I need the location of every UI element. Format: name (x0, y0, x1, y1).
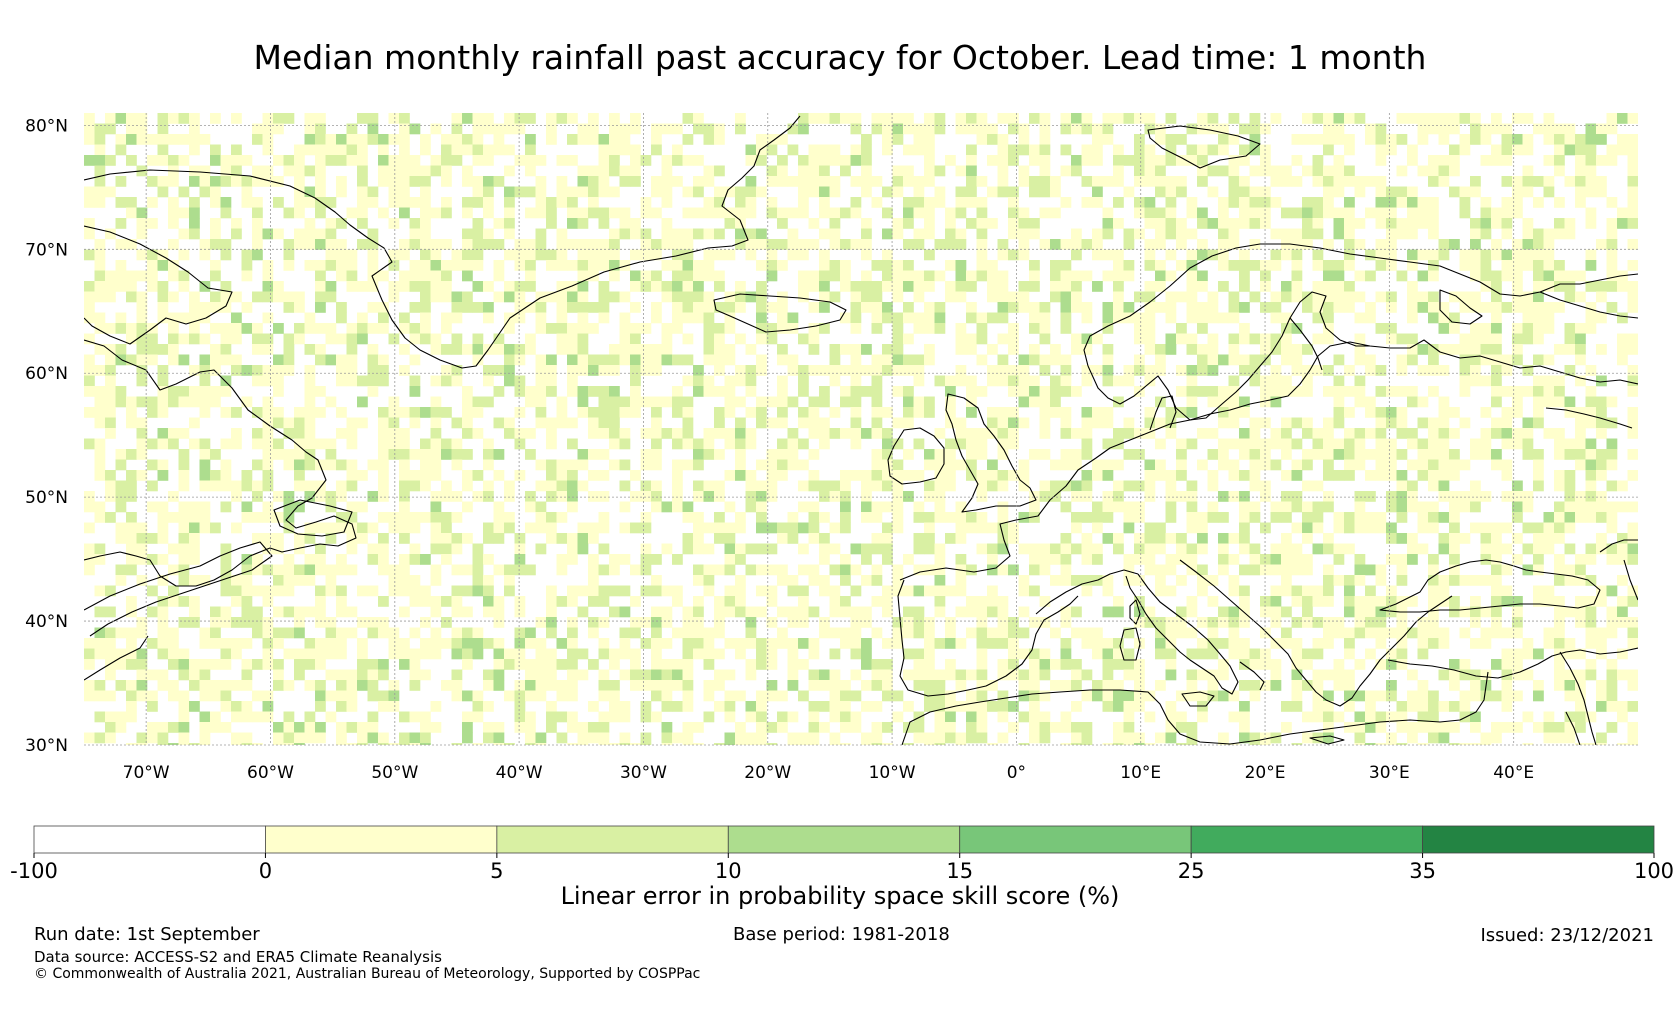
coastline-labrador (84, 339, 357, 587)
base-period: Base period: 1981-2018 (733, 924, 950, 945)
coastline-scandinavia-south (1087, 291, 1370, 421)
coastline-europe (899, 339, 1638, 581)
colorbar-bin (33, 825, 266, 854)
coastline-iceland (713, 293, 847, 333)
longitude-label: 30°E (1369, 763, 1410, 783)
colorbar-tick-label: 0 (259, 859, 272, 882)
longitude-label: 20°W (744, 763, 791, 783)
longitude-label: 30°W (620, 763, 667, 783)
coastline-caspian-west (1623, 559, 1638, 601)
copyright: © Commonwealth of Australia 2021, Austra… (34, 966, 701, 982)
colorbar-tick-label: 35 (1409, 859, 1436, 882)
latitude-label: 50°N (25, 488, 68, 508)
coastline-gulf-bothnia (1289, 317, 1323, 371)
coastline-newfoundland (273, 499, 353, 537)
coastline-caspian (1599, 539, 1638, 553)
longitude-labels: 70°W 60°W 50°W 40°W 30°W 20°W 10°W 0° 10°E 20°E 30… (123, 763, 1534, 783)
skill-score-grid (84, 113, 1638, 745)
coastline-scandinavia (1083, 243, 1638, 367)
coastline-black-sea (1379, 559, 1601, 613)
coastline-white-sea (1439, 289, 1483, 325)
colorbar-tick-label: 5 (490, 859, 503, 882)
coastline-north-africa (901, 671, 1489, 745)
latitude-labels: 80°N 70°N 60°N 50°N 40°N 30°N (25, 116, 68, 756)
coastline-corsica (1129, 599, 1141, 625)
coastline-baffin (84, 225, 233, 345)
run-date: Run date: 1st September (34, 924, 260, 945)
colorbar-bin (496, 825, 729, 854)
longitude-label: 0° (1007, 763, 1026, 783)
coastline-us-east (84, 635, 149, 681)
latitude-label: 70°N (25, 240, 68, 260)
colorbar-bins (33, 825, 1655, 854)
coastline-crete (1309, 735, 1345, 745)
colorbar-tick-labels: -100 0 5 10 15 25 35 100 (10, 853, 1674, 882)
coastline-jutland (1149, 395, 1177, 431)
coastline-red-sea (1565, 711, 1581, 745)
latitude-label: 40°N (25, 612, 68, 632)
map: 70°W 60°W 50°W 40°W 30°W 20°W 10°W 0° 10°E 20°E 30… (25, 113, 1638, 783)
coastline-sardinia (1119, 627, 1141, 661)
coastline-nova-scotia (84, 541, 273, 637)
coastline-svalbard (1147, 125, 1261, 169)
longitude-label: 60°W (247, 763, 294, 783)
latitude-label: 60°N (25, 364, 68, 384)
longitude-label: 10°W (869, 763, 916, 783)
colorbar-bin (1422, 825, 1655, 854)
colorbar-tick-label: 15 (946, 859, 973, 882)
coastline-russia-inland (1545, 407, 1633, 429)
colorbar-bin (727, 825, 961, 854)
coastline-italy (1125, 573, 1239, 695)
colorbar-tick-label: 25 (1178, 859, 1205, 882)
colorbar-bin (959, 825, 1192, 854)
coastlines (84, 115, 1638, 745)
longitude-label: 40°W (496, 763, 543, 783)
longitude-label: 40°E (1493, 763, 1534, 783)
coastline-balkans (1179, 559, 1453, 707)
issued-date: Issued: 23/12/2021 (1480, 925, 1654, 946)
coastline-italy-heel (1239, 661, 1265, 691)
colorbar-tick-label: 100 (1634, 859, 1674, 882)
longitude-label: 50°W (371, 763, 418, 783)
colorbar-tick-label: -100 (10, 859, 58, 882)
coastline-middle-east (1559, 651, 1597, 745)
colorbar: -100 0 5 10 15 25 35 100 (10, 825, 1674, 882)
coastline-sicily (1181, 691, 1215, 707)
data-source: Data source: ACCESS-S2 and ERA5 Climate … (34, 948, 442, 966)
colorbar-tick-label: 10 (715, 859, 742, 882)
coastline-france-med (1035, 569, 1139, 615)
coastline-great-britain (945, 393, 1037, 513)
longitude-label: 10°E (1120, 763, 1161, 783)
colorbar-bin (265, 825, 498, 854)
longitude-label: 70°W (123, 763, 170, 783)
coastline-greenland (84, 115, 801, 369)
longitude-label: 20°E (1245, 763, 1286, 783)
coastline-turkey (1387, 647, 1638, 679)
latitude-label: 30°N (25, 736, 68, 756)
coastline-iberia (897, 579, 1079, 697)
colorbar-bin (1190, 825, 1423, 854)
graticule (84, 113, 1638, 746)
chart-title: Median monthly rainfall past accuracy fo… (253, 38, 1427, 77)
latitude-label: 80°N (25, 116, 68, 136)
coastline-russia-north (1539, 291, 1638, 319)
colorbar-label: Linear error in probability space skill … (560, 882, 1120, 910)
coastline-ireland (887, 427, 945, 485)
